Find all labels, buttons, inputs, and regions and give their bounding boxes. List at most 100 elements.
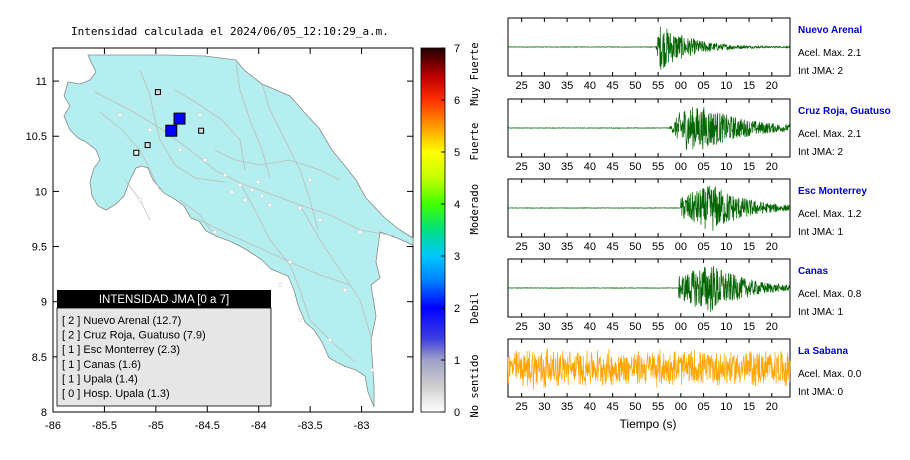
town-marker [308, 178, 312, 182]
legend-item: [ 2 ] Nuevo Arenal (12.7) [62, 315, 181, 327]
town-marker [138, 198, 142, 202]
station-acel: Acel. Max. 2.1 [798, 129, 862, 140]
waveform-panel: 25 30 35 40 45 50 55 00 05 10 15 20 Cruz Roja, Guatu… [507, 98, 891, 173]
road-line [139, 69, 226, 183]
legend-item: [ 2 ] Cruz Roja, Guatuso (7.9) [62, 330, 206, 342]
town-marker [223, 173, 227, 177]
waveform-tick-label: 30 [538, 161, 550, 173]
road-line [199, 219, 351, 286]
waveform-tick-label: 10 [720, 161, 732, 173]
waveform-tick-label: 05 [697, 321, 709, 333]
road-line [235, 61, 271, 179]
legend-item: [ 1 ] Esc Monterrey (2.3) [62, 344, 180, 356]
road-line [214, 149, 341, 181]
town-marker [118, 113, 122, 117]
waveform-tick-label: 55 [652, 321, 664, 333]
waveform-tick-label: 20 [766, 401, 778, 413]
town-marker [238, 183, 242, 187]
town-marker [203, 158, 207, 162]
waveform-tick-label: 00 [675, 401, 687, 413]
road-network [94, 61, 396, 372]
map-x-tick-label: -84 [251, 420, 267, 432]
station-acel: Acel. Max. 0.8 [798, 289, 862, 300]
waveform-tick-label: 30 [538, 80, 550, 92]
waveform-tick-label: 15 [743, 80, 755, 92]
map-x-tick-label: -84.5 [195, 420, 220, 432]
colorbar-label: Moderado [469, 184, 481, 235]
town-marker [148, 128, 152, 132]
colorbar-tick-label: 1 [454, 355, 460, 367]
map-x-tick-label: -86 [45, 420, 61, 432]
colorbar-ticks: 0 1 2 3 4 5 6 7 [441, 43, 460, 419]
waveform-trace [507, 26, 791, 70]
waveform-tick-label: 25 [516, 241, 528, 253]
waveform-tick-label: 05 [697, 401, 709, 413]
road-line [261, 83, 319, 231]
station-name: La Sabana [798, 346, 848, 357]
waveform-tick-label: 15 [743, 401, 755, 413]
map-x-tick-label: -83 [354, 420, 370, 432]
station-int: Int JMA: 0 [798, 387, 843, 398]
legend-items: [ 2 ] Nuevo Arenal (12.7) [ 2 ] Cruz Roja… [62, 315, 206, 400]
station-name: Canas [798, 266, 828, 277]
colorbar-tick-label: 3 [454, 251, 460, 263]
waveform-tick-label: 10 [720, 321, 732, 333]
waveform-tick-label: 25 [516, 161, 528, 173]
town-marker [370, 368, 374, 372]
waveform-panel: 25 30 35 40 45 50 55 00 05 10 15 20 Canas Acel. Max. … [507, 258, 862, 333]
town-marker [298, 318, 302, 322]
road-line [239, 182, 356, 363]
waveform-tick-label: 15 [743, 321, 755, 333]
waveform-tick-label: 50 [629, 80, 641, 92]
colorbar-tick-label: 2 [454, 303, 460, 315]
station-int: Int JMA: 2 [798, 147, 843, 158]
map-y-tick-label: 10.5 [26, 131, 47, 143]
map-x-tick-label: -85.5 [92, 420, 117, 432]
waveform-tick-label: 05 [697, 241, 709, 253]
colorbar-label: Fuerte [469, 123, 481, 161]
waveform-tick-label: 50 [629, 241, 641, 253]
town-marker [260, 194, 264, 198]
road-line [179, 199, 213, 233]
waveform-tick-label: 45 [606, 401, 618, 413]
station-int: Int JMA: 2 [798, 66, 843, 77]
time-axis-label: Tiempo (s) [620, 417, 677, 431]
waveform-tick-label: 00 [675, 161, 687, 173]
map-y-tick-label: 8.5 [32, 352, 47, 364]
station-name: Nuevo Arenal [798, 25, 862, 36]
legend-item: [ 0 ] Hosp. Upala (1.3) [62, 388, 170, 400]
waveform-tick-label: 50 [629, 321, 641, 333]
station-marker [165, 124, 178, 137]
map-panel: 11 10.5 10 9.5 9 8.5 8-86 -85.5 -85 -84.5 -84 -83.5… [26, 47, 414, 432]
town-marker [328, 338, 332, 342]
road-line [299, 204, 373, 341]
waveform-tick-label: 15 [743, 161, 755, 173]
map-title: Intensidad calculada el 2024/06/05_12:10… [71, 25, 389, 38]
station-markers [133, 89, 205, 156]
waveform-trace [507, 107, 791, 151]
station-marker [173, 112, 186, 125]
town-marker [243, 198, 247, 202]
waveform-tick-label: 30 [538, 321, 550, 333]
waveform-tick-label: 35 [561, 321, 573, 333]
colorbar-tick-label: 5 [454, 147, 460, 159]
waveform-tick-label: 00 [675, 80, 687, 92]
waveform-tick-label: 00 [675, 321, 687, 333]
town-marker [213, 230, 217, 234]
colorbar-label: No sentido [469, 354, 481, 417]
colorbar-tick-label: 6 [454, 95, 460, 107]
waveform-tick-label: 00 [675, 241, 687, 253]
road-line [174, 89, 246, 171]
waveform-tick-label: 45 [606, 321, 618, 333]
waveform-trace [507, 347, 791, 390]
map-y-tick-label: 11 [36, 76, 47, 88]
map-x-tick-label: -83.5 [298, 420, 323, 432]
waveform-tick-label: 20 [766, 80, 778, 92]
legend-body [56, 307, 272, 407]
waveform-tick-label: 50 [629, 161, 641, 173]
waveform-tick-label: 20 [766, 161, 778, 173]
legend-item: [ 1 ] Canas (1.6) [62, 359, 141, 371]
colorbar-tick-label: 0 [454, 407, 460, 419]
intensity-colorbar: 0 1 2 3 4 5 6 7 No sentido Debil Moderado Fuerte Mu… [420, 42, 481, 419]
